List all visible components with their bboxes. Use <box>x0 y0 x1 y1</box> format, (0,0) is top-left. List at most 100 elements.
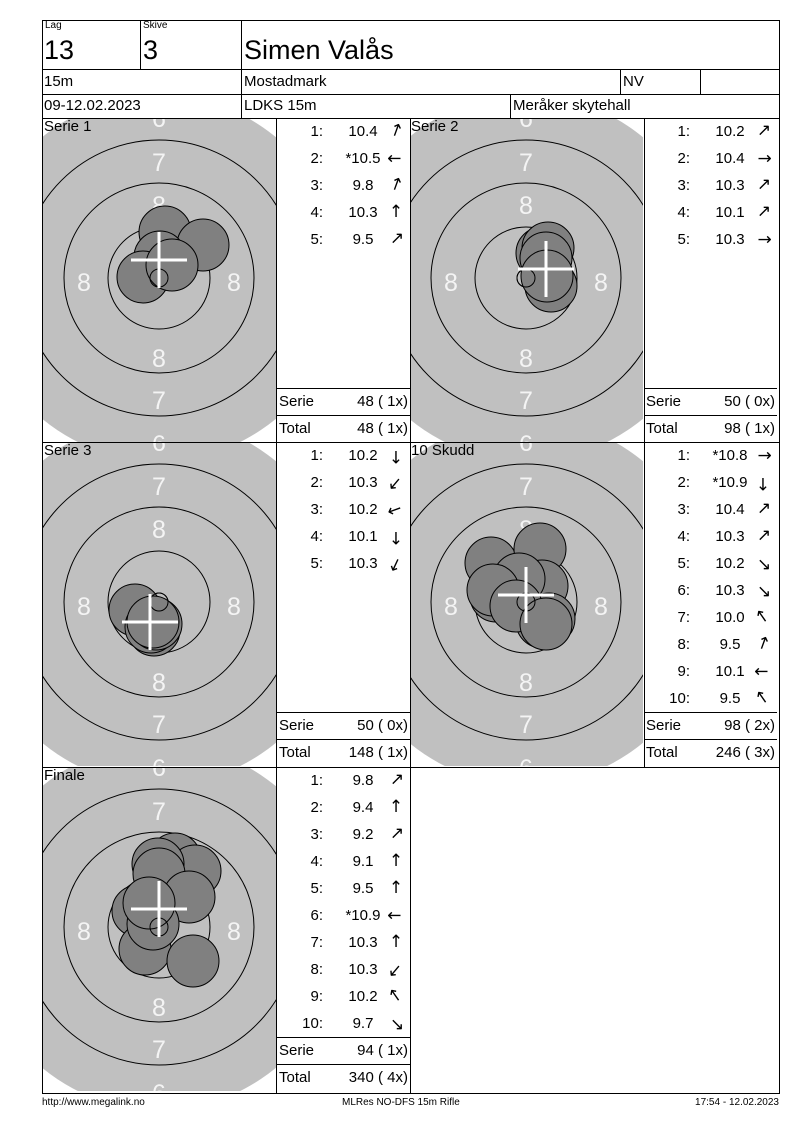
shot-score: 10.4 <box>715 150 745 167</box>
shot-score: 10.3 <box>348 204 378 221</box>
target-3: 6 7 8 8 8 8 7 6 <box>43 442 276 766</box>
shot-row: 6: 10.3 ↑ <box>644 577 777 604</box>
shot-score: *10.5 <box>345 150 381 167</box>
shot-score: 10.2 <box>348 447 378 464</box>
shot-mark <box>519 597 573 651</box>
club: Mostadmark <box>244 73 327 90</box>
ring-number: 7 <box>519 473 533 501</box>
class: 15m <box>44 73 74 90</box>
ring-number: 7 <box>152 149 166 177</box>
shot-number: 5: <box>310 555 323 572</box>
serie-label: Serie <box>646 717 682 734</box>
shot-row: 2: *10.9 ↑ <box>644 469 777 496</box>
divider-line <box>277 415 410 416</box>
divider-line <box>42 442 780 443</box>
ring-number: 7 <box>152 798 166 826</box>
shot-score: 10.3 <box>348 961 378 978</box>
divider-line <box>644 118 645 767</box>
panel-title: Serie 2 <box>411 118 459 135</box>
shot-number: 3: <box>310 501 323 518</box>
shot-row: 5: 10.3 ↑ <box>644 226 777 253</box>
shot-score: 10.1 <box>715 204 745 221</box>
direction-arrow-icon: ↑ <box>755 473 771 493</box>
shot-row: 3: 9.8 ↑ <box>277 172 410 199</box>
ring-number: 6 <box>519 442 533 457</box>
shot-row: 5: 9.5 ↑ <box>277 875 410 902</box>
ring-number: 6 <box>152 118 166 133</box>
shot-number: 4: <box>310 204 323 221</box>
shot-row: 3: 10.2 ↑ <box>277 496 410 523</box>
shot-number: 3: <box>677 501 690 518</box>
shot-row: 4: 10.3 ↑ <box>277 199 410 226</box>
footer-software: MLRes NO-DFS 15m Rifle <box>342 1097 460 1108</box>
total-value: 340 ( 4x) <box>348 1069 408 1086</box>
shot-score: 10.3 <box>715 177 745 194</box>
ring-number: 7 <box>152 1036 166 1064</box>
divider-line <box>241 20 242 118</box>
ring-number: 6 <box>152 1080 166 1091</box>
shot-score: 9.1 <box>352 853 374 870</box>
shot-row: 4: 9.1 ↑ <box>277 848 410 875</box>
total-value: 48 ( 1x) <box>357 420 408 437</box>
shot-row: 4: 10.1 ↑ <box>277 523 410 550</box>
footer-url[interactable]: http://www.megalink.no <box>42 1097 145 1108</box>
shot-number: 7: <box>310 934 323 951</box>
total-label: Total <box>646 744 678 761</box>
divider-line <box>42 1093 780 1094</box>
venue: Meråker skytehall <box>513 97 631 114</box>
ring-number: 8 <box>152 669 166 697</box>
shot-score: 10.1 <box>715 663 745 680</box>
shot-row: 1: 9.8 ↑ <box>277 767 410 794</box>
shot-mark <box>122 876 176 930</box>
shot-row: 5: 10.2 ↑ <box>644 550 777 577</box>
shot-score: 10.0 <box>715 609 745 626</box>
shot-score: 10.3 <box>715 582 745 599</box>
ring-number: 6 <box>152 442 166 457</box>
total-label: Total <box>279 420 311 437</box>
ring-number: 8 <box>152 345 166 373</box>
ring-number: 8 <box>152 516 166 544</box>
ring-number: 8 <box>227 593 241 621</box>
ring-number: 8 <box>519 192 533 220</box>
total-value: 246 ( 3x) <box>715 744 775 761</box>
direction-arrow-icon: ↑ <box>388 878 404 898</box>
shot-row: 10: 9.7 ↑ <box>277 1010 410 1037</box>
divider-line <box>42 20 43 1094</box>
shot-score: *10.9 <box>345 907 381 924</box>
direction-arrow-icon: ↑ <box>388 527 404 547</box>
serie-value: 98 ( 2x) <box>724 717 775 734</box>
shot-row: 4: 10.3 ↑ <box>644 523 777 550</box>
shot-row: 5: 10.3 ↑ <box>277 550 410 577</box>
ring-number: 6 <box>519 118 533 133</box>
panel-title: Serie 1 <box>44 118 92 135</box>
target-2: 6 7 8 8 8 8 7 6 <box>410 118 643 442</box>
shot-row: 2: 10.3 ↑ <box>277 469 410 496</box>
serie-value: 94 ( 1x) <box>357 1042 408 1059</box>
shot-number: 1: <box>310 772 323 789</box>
ring-138 <box>43 463 276 741</box>
shot-score: 9.5 <box>719 636 741 653</box>
shot-score: 9.8 <box>352 772 374 789</box>
shot-number: 10: <box>302 1015 323 1032</box>
shot-score: 9.5 <box>352 880 374 897</box>
shot-row: 3: 9.2 ↑ <box>277 821 410 848</box>
serie-value: 50 ( 0x) <box>724 393 775 410</box>
shot-score: 9.2 <box>352 826 374 843</box>
divider-line <box>700 69 701 94</box>
ring-95 <box>63 831 255 1023</box>
target-4: 67888876 <box>410 442 643 766</box>
shot-number: 6: <box>677 582 690 599</box>
lag-value: 13 <box>44 35 75 65</box>
total-value: 98 ( 1x) <box>724 420 775 437</box>
total-value: 148 ( 1x) <box>348 744 408 761</box>
date: 09-12.02.2023 <box>44 97 141 114</box>
divider-line <box>140 20 141 69</box>
serie-label: Serie <box>279 717 315 734</box>
divider-line <box>779 20 780 1094</box>
ring-number: 8 <box>519 669 533 697</box>
shot-number: 10: <box>669 690 690 707</box>
shot-number: 2: <box>310 799 323 816</box>
shot-row: 1: 10.2 ↑ <box>644 118 777 145</box>
shot-score: 9.4 <box>352 799 374 816</box>
